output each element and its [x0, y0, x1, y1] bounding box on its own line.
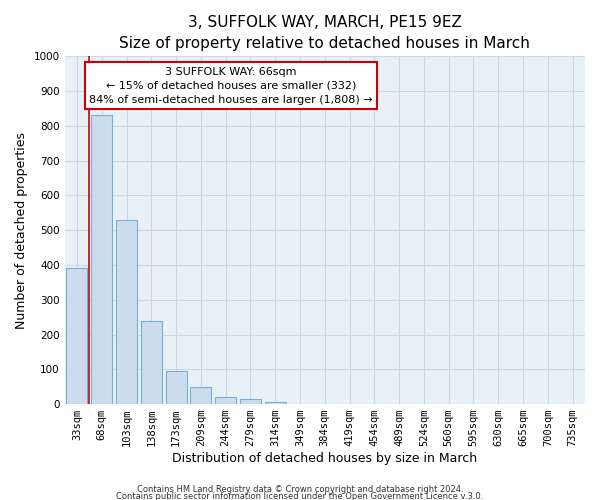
Bar [265, 402, 286, 404]
Bar [67, 268, 88, 404]
Bar [240, 399, 261, 404]
Bar [215, 397, 236, 404]
Text: Contains public sector information licensed under the Open Government Licence v.: Contains public sector information licen… [116, 492, 484, 500]
Text: 3 SUFFOLK WAY: 66sqm
← 15% of detached houses are smaller (332)
84% of semi-deta: 3 SUFFOLK WAY: 66sqm ← 15% of detached h… [89, 67, 373, 105]
Title: 3, SUFFOLK WAY, MARCH, PE15 9EZ
Size of property relative to detached houses in : 3, SUFFOLK WAY, MARCH, PE15 9EZ Size of … [119, 15, 530, 51]
Bar [166, 371, 187, 404]
Y-axis label: Number of detached properties: Number of detached properties [15, 132, 28, 328]
Bar [91, 116, 112, 404]
Bar [116, 220, 137, 404]
Bar [141, 320, 162, 404]
Text: Contains HM Land Registry data © Crown copyright and database right 2024.: Contains HM Land Registry data © Crown c… [137, 486, 463, 494]
X-axis label: Distribution of detached houses by size in March: Distribution of detached houses by size … [172, 452, 478, 465]
Bar [190, 386, 211, 404]
